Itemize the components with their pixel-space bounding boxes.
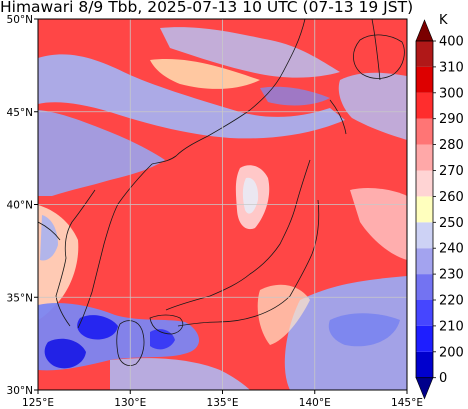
- colorbar-frame: [415, 40, 434, 379]
- lat-axis: 30°N 35°N 40°N 45°N 50°N: [7, 14, 38, 397]
- cloud-band-far-north: [160, 27, 340, 78]
- cloud-band-manchuria: [38, 110, 165, 196]
- colorbar-label: 220: [439, 294, 464, 309]
- coastline-korea-east: [77, 163, 153, 329]
- colorbar-block: [416, 351, 433, 378]
- coastline-sakhalin: [371, 19, 381, 81]
- coastline-shikoku: [149, 314, 184, 335]
- cloud-band-northwest: [38, 54, 345, 139]
- lat-tick-label: 30°N: [7, 385, 33, 397]
- colorbar-block: [416, 92, 433, 119]
- colorbar-block: [416, 325, 433, 352]
- colorbar-label: 310: [439, 60, 464, 75]
- cloud-deep-kyushu: [77, 315, 118, 340]
- lat-tick-label: 45°N: [7, 107, 33, 119]
- lat-tick-label: 40°N: [7, 200, 33, 212]
- colorbar-block: [416, 118, 433, 145]
- colorbar-label: 200: [439, 345, 464, 360]
- cloud-patch-korea-blue: [40, 215, 58, 261]
- colorbar-block: [416, 41, 433, 67]
- colorbar-block: [416, 248, 433, 275]
- cloud-pacific-fringe: [257, 284, 310, 345]
- coastline-russia-primorye: [151, 19, 306, 165]
- coastline-kyushu: [116, 320, 145, 366]
- colorbar-label: 300: [439, 86, 464, 101]
- coastline-hokkaido: [353, 34, 405, 79]
- lon-tick-label: 125°E: [22, 397, 54, 409]
- lon-axis: 125°E 130°E 135°E 140°E 145°E: [22, 390, 423, 409]
- colorbar-block: [416, 300, 433, 326]
- colorbar-block: [416, 144, 433, 171]
- map-title: Himawari 8/9 Tbb, 2025-07-13 10 UTC (07-…: [0, 0, 414, 16]
- coastline-korea-west: [55, 189, 96, 327]
- colorbar-label: 260: [439, 190, 464, 205]
- colorbar-block: [416, 170, 433, 197]
- colorbar-unit: K: [439, 13, 448, 28]
- map-panel: [38, 19, 407, 390]
- colorbar-extend-max: [415, 19, 434, 42]
- cloud-deep-south-1: [44, 338, 86, 369]
- colorbar-label: 400: [439, 35, 464, 50]
- lon-tick-label: 135°E: [207, 397, 239, 409]
- colorbar-block: [416, 66, 433, 93]
- colorbar-label: 0: [439, 371, 447, 386]
- colorbar-label: 290: [439, 112, 464, 127]
- coastline-tsugaru: [329, 99, 347, 135]
- colorbar-label: 240: [439, 242, 464, 257]
- colorbar-label: 250: [439, 216, 464, 231]
- cloud-south-band: [110, 358, 250, 390]
- graticule: [38, 19, 407, 390]
- colorbar-label: 210: [439, 319, 464, 334]
- coastline-honshu-south: [177, 199, 320, 327]
- lat-tick-label: 50°N: [7, 14, 33, 26]
- cloud-pacific-inner: [328, 313, 400, 347]
- colorbar-block: [416, 222, 433, 249]
- colorbar-label: 230: [439, 268, 464, 283]
- lat-tick-label: 35°N: [7, 292, 33, 304]
- cloud-east-mid: [350, 187, 407, 260]
- colorbar-label: 280: [439, 138, 464, 153]
- lon-tick-label: 145°E: [391, 397, 423, 409]
- colorbar-block: [416, 196, 433, 223]
- colorbar-label: 270: [439, 164, 464, 179]
- colorbar: 0 200 210 220 230 240 250 260 270 280 290 300 310 400…: [415, 13, 464, 400]
- colorbar-block: [416, 274, 433, 300]
- cloud-patch-north-east: [260, 86, 330, 106]
- colorbar-extend-min: [415, 377, 434, 400]
- cloud-east-hokkaido: [338, 72, 407, 140]
- lon-tick-label: 140°E: [299, 397, 331, 409]
- cloud-fringe-north: [150, 59, 260, 89]
- lon-tick-label: 130°E: [114, 397, 146, 409]
- coastline-china-north: [38, 221, 61, 241]
